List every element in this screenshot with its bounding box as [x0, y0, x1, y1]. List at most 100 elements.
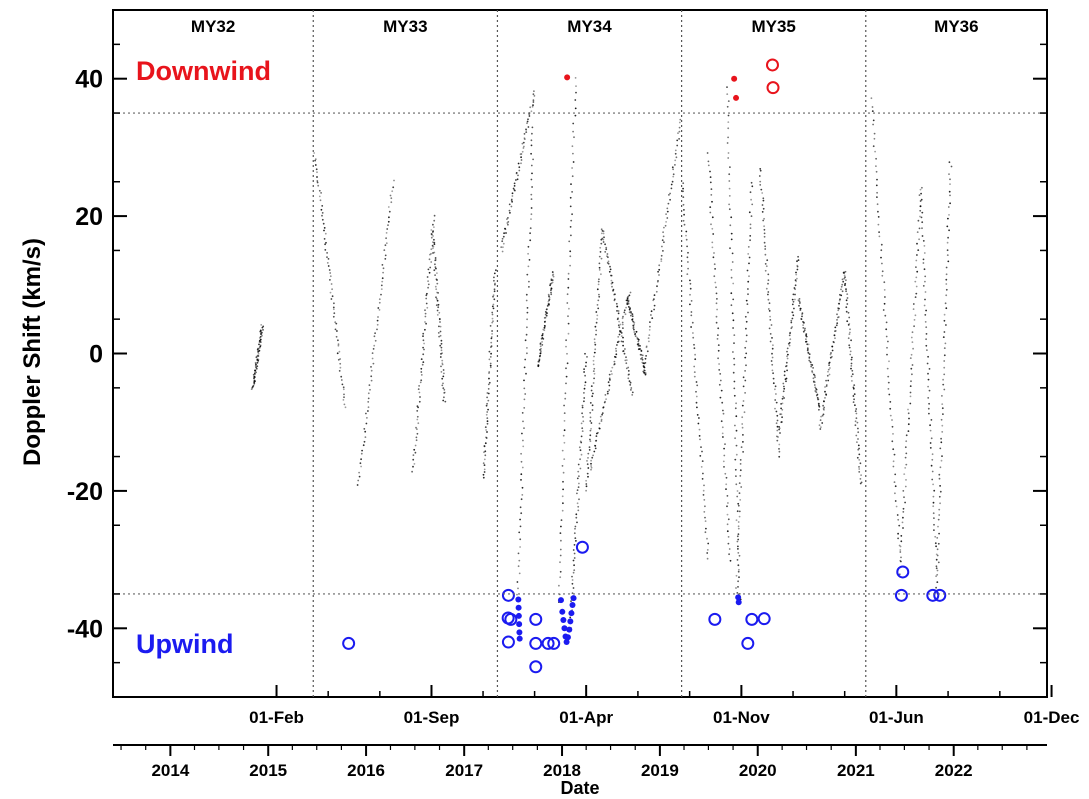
- doppler-point: [706, 557, 709, 560]
- doppler-point: [925, 333, 928, 335]
- doppler-point: [798, 304, 800, 307]
- doppler-point: [658, 274, 660, 276]
- doppler-point: [803, 321, 805, 324]
- doppler-point: [584, 381, 587, 384]
- doppler-point: [371, 352, 374, 354]
- doppler-point: [682, 187, 684, 190]
- doppler-point: [644, 373, 647, 376]
- doppler-point: [489, 325, 492, 327]
- doppler-point: [628, 373, 630, 376]
- doppler-point: [390, 201, 393, 204]
- doppler-point: [943, 360, 946, 362]
- doppler-point: [674, 152, 677, 155]
- doppler-point: [254, 369, 256, 372]
- doppler-point: [328, 269, 331, 271]
- doppler-point: [811, 371, 814, 374]
- doppler-point: [741, 404, 744, 407]
- doppler-point: [761, 192, 764, 194]
- doppler-point: [384, 258, 387, 260]
- doppler-point: [523, 138, 526, 141]
- doppler-point: [581, 427, 584, 430]
- doppler-point: [926, 362, 929, 365]
- doppler-point: [728, 548, 731, 550]
- doppler-point: [914, 296, 917, 298]
- doppler-point: [751, 185, 754, 188]
- doppler-point: [653, 294, 656, 296]
- doppler-point: [945, 283, 948, 285]
- doppler-point: [593, 372, 596, 375]
- doppler-point: [734, 407, 737, 410]
- doppler-point: [881, 270, 884, 273]
- doppler-point: [505, 232, 507, 234]
- doppler-point: [943, 313, 946, 316]
- doppler-point: [589, 434, 592, 437]
- open-circle-point: [741, 636, 755, 650]
- doppler-point: [342, 388, 345, 391]
- doppler-point: [920, 192, 922, 195]
- doppler-point: [586, 472, 589, 475]
- doppler-point: [630, 387, 633, 389]
- doppler-point: [945, 278, 948, 281]
- doppler-point: [637, 338, 640, 341]
- doppler-point: [563, 412, 566, 414]
- doppler-point: [771, 347, 774, 350]
- doppler-point: [513, 185, 516, 187]
- doppler-point: [507, 221, 510, 223]
- doppler-point: [700, 466, 703, 468]
- doppler-point: [854, 424, 857, 427]
- doppler-point: [745, 327, 747, 330]
- doppler-point: [646, 350, 649, 353]
- doppler-point: [812, 381, 815, 383]
- doppler-point: [520, 452, 522, 455]
- doppler-point: [537, 360, 539, 363]
- doppler-point: [576, 521, 578, 524]
- doppler-point: [331, 295, 334, 298]
- doppler-point: [416, 428, 418, 431]
- doppler-point: [438, 318, 441, 321]
- doppler-point: [778, 427, 781, 430]
- doppler-point: [848, 333, 851, 336]
- doppler-point: [770, 324, 773, 326]
- doppler-point: [609, 274, 612, 277]
- doppler-point: [598, 262, 601, 265]
- doppler-point: [763, 232, 766, 235]
- doppler-point: [897, 537, 899, 540]
- doppler-point: [720, 420, 723, 423]
- doppler-point: [426, 276, 429, 278]
- doppler-point: [727, 536, 730, 538]
- doppler-point: [363, 428, 366, 430]
- doppler-point: [628, 380, 631, 382]
- doppler-point: [253, 376, 256, 378]
- doppler-point: [709, 170, 711, 173]
- doppler-point: [435, 296, 437, 299]
- doppler-point: [511, 195, 514, 197]
- doppler-point: [335, 322, 338, 325]
- doppler-point: [875, 170, 878, 173]
- doppler-point: [372, 348, 375, 350]
- doppler-point: [927, 385, 929, 388]
- doppler-point: [741, 416, 744, 419]
- doppler-point: [380, 284, 383, 287]
- doppler-point: [572, 161, 575, 163]
- doppler-point: [595, 329, 598, 332]
- doppler-point: [594, 447, 597, 450]
- doppler-point: [443, 388, 446, 391]
- doppler-point: [723, 466, 725, 468]
- doppler-point: [767, 273, 770, 276]
- doppler-point: [945, 294, 948, 297]
- doppler-point: [738, 510, 741, 513]
- doppler-point: [850, 339, 852, 342]
- doppler-point: [562, 502, 564, 505]
- filled-point: [569, 601, 576, 608]
- doppler-point: [442, 382, 444, 385]
- doppler-point: [897, 518, 900, 521]
- doppler-point: [776, 414, 779, 417]
- doppler-point: [570, 219, 573, 222]
- doppler-point: [329, 291, 332, 294]
- doppler-point: [523, 379, 525, 382]
- doppler-point: [528, 286, 530, 288]
- doppler-point: [520, 473, 523, 476]
- doppler-point: [383, 249, 386, 252]
- doppler-point: [611, 366, 614, 369]
- doppler-point: [318, 189, 321, 192]
